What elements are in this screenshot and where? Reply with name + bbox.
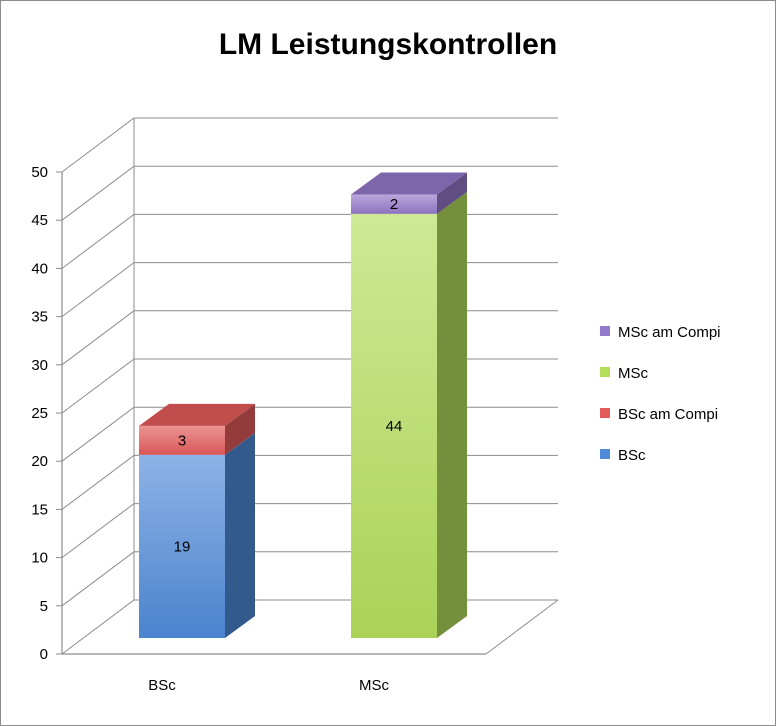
data-label: 3 (178, 432, 186, 449)
gridline (61, 551, 558, 607)
legend-label: BSc (618, 447, 646, 464)
y-tick-label: 25 (31, 405, 48, 422)
gridline (61, 262, 558, 318)
y-tick-label: 35 (31, 309, 48, 326)
legend-swatch (600, 408, 610, 418)
data-label: 2 (390, 196, 398, 213)
bar-front-msc (351, 213, 437, 638)
gridline (61, 310, 558, 366)
bar-segment-msc-am-compi: 2 (351, 172, 467, 214)
legend-swatch (600, 326, 610, 336)
x-axis-categories: BSc MSc (148, 677, 389, 694)
gridline (61, 454, 558, 510)
y-tick-label: 40 (31, 260, 48, 277)
legend-label: BSc am Compi (618, 406, 718, 423)
legend-label: MSc (618, 365, 649, 382)
legend-label: MSc am Compi (618, 324, 721, 341)
bar-front-bsc (139, 454, 225, 638)
bar-top-msc-am-compi (351, 172, 467, 195)
gridline (61, 406, 558, 462)
legend: MSc am Compi MSc BSc am Compi BSc (600, 324, 721, 464)
y-tick-label: 30 (31, 357, 48, 374)
bar-side-msc (437, 191, 467, 638)
data-label: 19 (174, 538, 191, 555)
y-tick-label: 10 (31, 550, 48, 567)
bar-segment-bsc: 19 (139, 432, 255, 638)
bar-segment-bsc-am-compi: 3 (139, 403, 255, 455)
gridline (61, 599, 558, 655)
y-tick-label: 5 (40, 598, 48, 615)
y-tick-label: 20 (31, 453, 48, 470)
gridline (61, 213, 558, 269)
bar-side-bsc-am-compi (225, 403, 255, 455)
bar-front-bsc-am-compi (139, 425, 225, 455)
bar-side-msc-am-compi (437, 172, 467, 214)
chart-walls (61, 118, 559, 655)
y-tick-label: 45 (31, 212, 48, 229)
gridlines (61, 117, 558, 655)
y-tick-label: 15 (31, 501, 48, 518)
chart-title: LM Leistungskontrollen (218, 28, 558, 61)
gridline (61, 358, 558, 414)
floor-right-edge (485, 599, 559, 655)
gridline (61, 117, 558, 173)
bar-front-msc-am-compi (351, 194, 437, 214)
legend-item-msc: MSc (600, 365, 649, 382)
gridline (61, 165, 558, 221)
y-axis-ticks: 0 5 10 15 20 25 30 35 40 45 50 (31, 164, 62, 663)
bar-segment-msc: 44 (351, 191, 467, 638)
legend-swatch (600, 367, 610, 377)
x-category-label: MSc (359, 677, 390, 694)
legend-item-bsc-am-compi: BSc am Compi (600, 406, 718, 423)
bar-top-bsc-am-compi (139, 403, 255, 426)
bar-side-bsc (225, 432, 255, 638)
y-tick-label: 50 (31, 164, 48, 181)
gridline (61, 503, 558, 558)
x-category-label: BSc (148, 677, 176, 694)
bars: 19 3 44 2 (139, 172, 467, 638)
legend-item-msc-am-compi: MSc am Compi (600, 324, 721, 341)
y-tick-label: 0 (40, 646, 48, 663)
legend-item-bsc: BSc (600, 447, 646, 464)
legend-swatch (600, 449, 610, 459)
data-label: 44 (386, 418, 403, 435)
